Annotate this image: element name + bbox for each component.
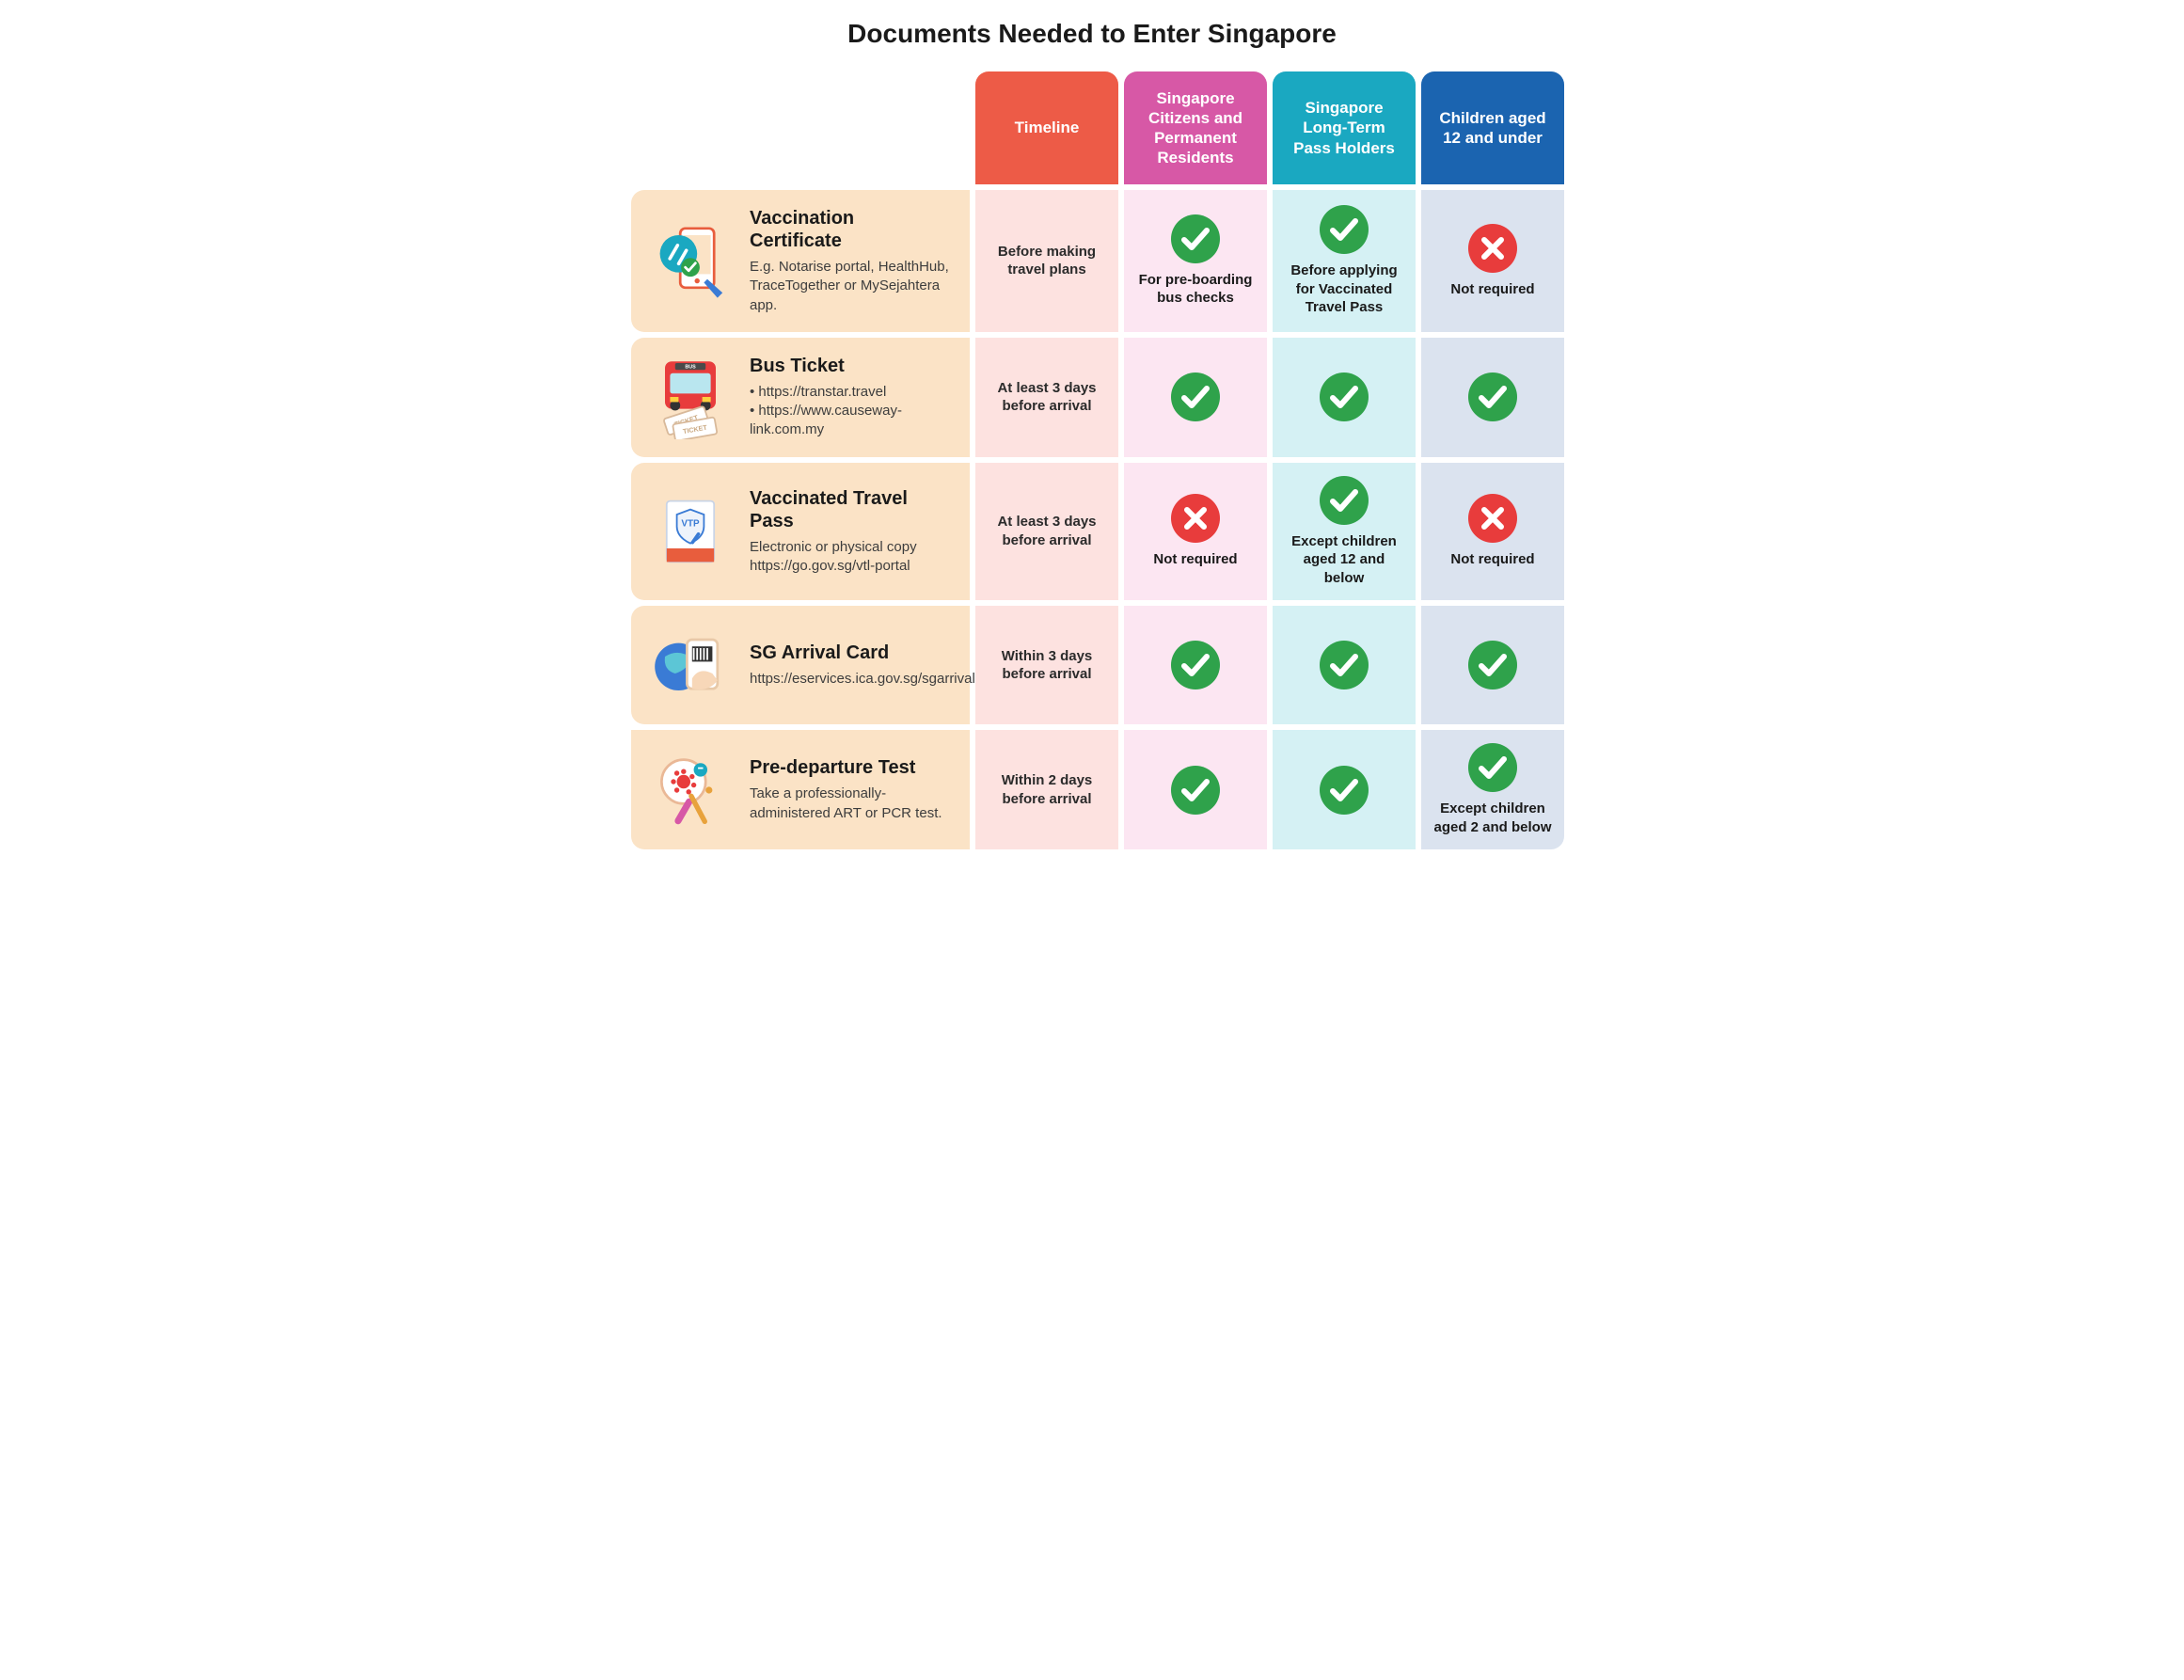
row-label-bus-ticket: BUS TICKET TICKET Bus Ticket • https://t… bbox=[631, 338, 970, 457]
row-label-sg-arrival-card: SG Arrival Card https://eservices.ica.go… bbox=[631, 606, 970, 724]
column-header-children: Children aged 12 and under bbox=[1421, 71, 1564, 184]
cross-icon bbox=[1468, 224, 1517, 273]
cell-children-sg-arrival-card bbox=[1421, 606, 1564, 724]
cell-children-vaccinated-travel-pass: Not required bbox=[1421, 463, 1564, 601]
cell-note: Not required bbox=[1153, 550, 1237, 569]
row-label-vaccinated-travel-pass: VTP Vaccinated Travel Pass Electronic or… bbox=[631, 463, 970, 601]
cell-note: Except children aged 2 and below bbox=[1431, 800, 1555, 836]
row-label-pre-departure-test: Pre-departure Test Take a professionally… bbox=[631, 730, 970, 849]
cell-timeline-pre-departure-test: Within 2 days before arrival bbox=[975, 730, 1118, 849]
column-header-longterm: Singapore Long-Term Pass Holders bbox=[1273, 71, 1416, 184]
bus-ticket-icon: BUS TICKET TICKET bbox=[648, 355, 733, 439]
cell-citizens-bus-ticket bbox=[1124, 338, 1267, 457]
cell-note: For pre-boarding bus checks bbox=[1133, 271, 1258, 308]
check-icon bbox=[1171, 641, 1220, 689]
check-icon bbox=[1320, 372, 1369, 421]
row-name: Bus Ticket bbox=[750, 355, 951, 377]
svg-text:VTP: VTP bbox=[681, 518, 700, 529]
vaccinated-travel-pass-icon: VTP bbox=[648, 489, 733, 574]
cell-note: Not required bbox=[1450, 550, 1534, 569]
header-spacer bbox=[631, 71, 970, 184]
check-icon bbox=[1468, 372, 1517, 421]
row-name: Pre-departure Test bbox=[750, 756, 951, 779]
check-icon bbox=[1171, 214, 1220, 263]
cell-timeline-sg-arrival-card: Within 3 days before arrival bbox=[975, 606, 1118, 724]
check-icon bbox=[1468, 641, 1517, 689]
cell-longterm-sg-arrival-card bbox=[1273, 606, 1416, 724]
page-title: Documents Needed to Enter Singapore bbox=[631, 19, 1553, 49]
svg-text:BUS: BUS bbox=[685, 365, 696, 371]
cell-citizens-pre-departure-test bbox=[1124, 730, 1267, 849]
row-name: Vaccination Certificate bbox=[750, 207, 951, 252]
cell-longterm-bus-ticket bbox=[1273, 338, 1416, 457]
requirements-table: TimelineSingapore Citizens and Permanent… bbox=[631, 71, 1553, 849]
cell-citizens-vaccination-certificate: For pre-boarding bus checks bbox=[1124, 190, 1267, 332]
pre-departure-test-icon bbox=[648, 748, 733, 832]
row-name: SG Arrival Card bbox=[750, 642, 1003, 664]
cell-note: Before applying for Vaccinated Travel Pa… bbox=[1282, 262, 1406, 317]
cell-citizens-sg-arrival-card bbox=[1124, 606, 1267, 724]
check-icon bbox=[1171, 766, 1220, 815]
row-name: Vaccinated Travel Pass bbox=[750, 487, 951, 532]
cell-children-bus-ticket bbox=[1421, 338, 1564, 457]
column-header-citizens: Singapore Citizens and Permanent Residen… bbox=[1124, 71, 1267, 184]
cell-timeline-vaccinated-travel-pass: At least 3 days before arrival bbox=[975, 463, 1118, 601]
cell-longterm-pre-departure-test bbox=[1273, 730, 1416, 849]
check-icon bbox=[1320, 476, 1369, 525]
row-desc: Take a professionally-administered ART o… bbox=[750, 785, 951, 823]
check-icon bbox=[1320, 641, 1369, 689]
check-icon bbox=[1171, 372, 1220, 421]
check-icon bbox=[1320, 766, 1369, 815]
row-desc: https://eservices.ica.gov.sg/sgarrivalca… bbox=[750, 670, 1003, 689]
row-label-vaccination-certificate: Vaccination Certificate E.g. Notarise po… bbox=[631, 190, 970, 332]
cell-longterm-vaccinated-travel-pass: Except children aged 12 and below bbox=[1273, 463, 1416, 601]
sg-arrival-card-icon bbox=[648, 623, 733, 707]
cell-children-pre-departure-test: Except children aged 2 and below bbox=[1421, 730, 1564, 849]
cell-timeline-bus-ticket: At least 3 days before arrival bbox=[975, 338, 1118, 457]
row-desc: • https://transtar.travel• https://www.c… bbox=[750, 383, 951, 440]
row-desc: Electronic or physical copyhttps://go.go… bbox=[750, 538, 951, 577]
check-icon bbox=[1468, 743, 1517, 792]
check-icon bbox=[1320, 205, 1369, 254]
cross-icon bbox=[1171, 494, 1220, 543]
vaccination-certificate-icon bbox=[648, 218, 733, 303]
cell-longterm-vaccination-certificate: Before applying for Vaccinated Travel Pa… bbox=[1273, 190, 1416, 332]
row-desc: E.g. Notarise portal, HealthHub, TraceTo… bbox=[750, 258, 951, 315]
cell-children-vaccination-certificate: Not required bbox=[1421, 190, 1564, 332]
cell-timeline-vaccination-certificate: Before making travel plans bbox=[975, 190, 1118, 332]
cell-note: Except children aged 12 and below bbox=[1282, 532, 1406, 588]
column-header-timeline: Timeline bbox=[975, 71, 1118, 184]
cell-note: Not required bbox=[1450, 280, 1534, 299]
cross-icon bbox=[1468, 494, 1517, 543]
cell-citizens-vaccinated-travel-pass: Not required bbox=[1124, 463, 1267, 601]
